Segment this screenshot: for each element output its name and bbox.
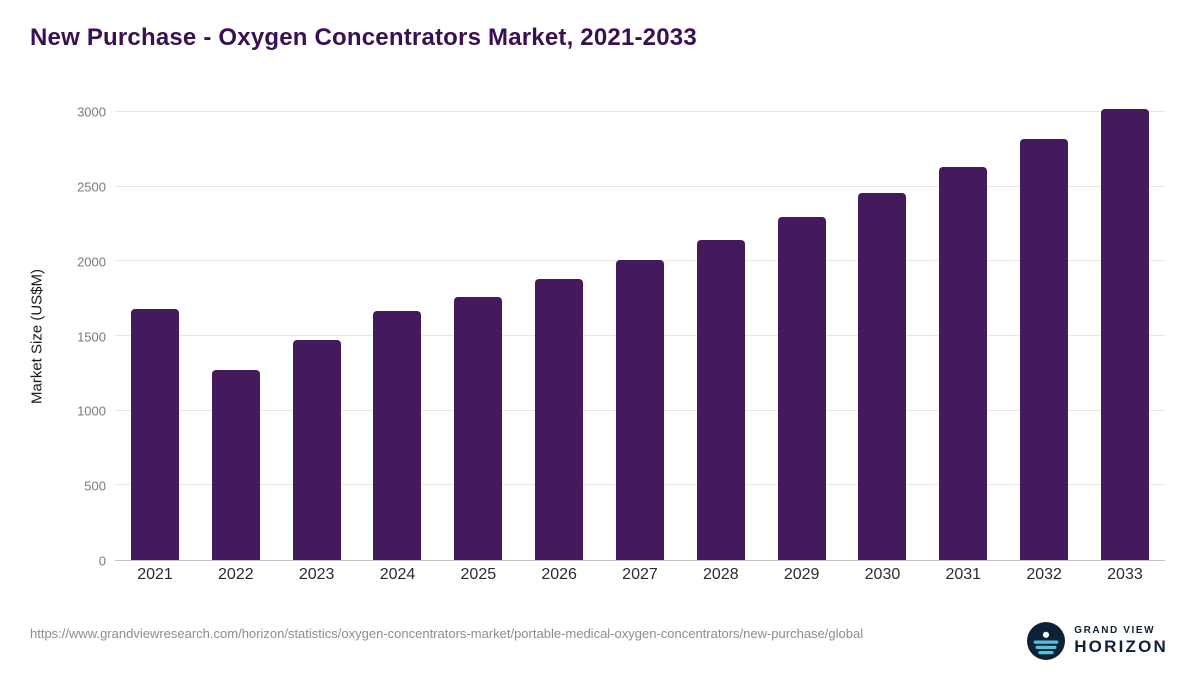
bar-column [939, 112, 988, 560]
y-axis-title: Market Size (US$M) [28, 268, 46, 405]
gridline [115, 185, 1165, 187]
x-axis-label: 2025 [460, 566, 497, 583]
x-axis-label: 2026 [541, 566, 577, 583]
gridline [115, 111, 1165, 112]
x-axis-label: 2033 [1107, 566, 1143, 583]
y-tick-label: 3000 [77, 104, 106, 120]
bar-2032 [1020, 138, 1069, 560]
bar-2025 [454, 297, 503, 560]
bar-2029 [777, 217, 826, 560]
bar-2024 [373, 311, 422, 560]
plot-area [115, 109, 1165, 561]
logo-text: GRAND VIEW HORIZON [1074, 625, 1168, 657]
x-axis-label: 2030 [864, 566, 901, 583]
logo-horizon-label: HORIZON [1074, 637, 1168, 656]
x-axis-label: 2031 [945, 566, 982, 583]
bar-column [1020, 112, 1069, 560]
bar-2022 [211, 370, 260, 560]
bar-column [211, 112, 260, 560]
y-tick-label: 2000 [77, 254, 106, 270]
y-tick-label: 1500 [77, 329, 106, 344]
bar-2023 [292, 340, 341, 560]
bar-column [454, 112, 503, 560]
source-url: https://www.grandviewresearch.com/horizo… [30, 626, 864, 641]
bar-2031 [939, 167, 988, 560]
x-axis-label: 2021 [137, 566, 173, 583]
x-axis-label: 2029 [783, 566, 820, 583]
y-tick-label: 2500 [77, 179, 106, 195]
bar-2033 [1100, 109, 1149, 560]
y-tick-label: 1000 [77, 403, 106, 419]
y-tick-label: 0 [98, 553, 106, 569]
bar-2026 [535, 279, 584, 560]
chart-title: New Purchase - Oxygen Concentrators Mark… [30, 24, 697, 51]
bar-2028 [696, 239, 745, 560]
x-axis-label: 2028 [703, 566, 739, 583]
x-axis-label: 2027 [622, 566, 658, 583]
bar-column [535, 112, 584, 560]
x-axis-label: 2023 [298, 566, 335, 583]
logo-grand-view-label: GRAND VIEW [1074, 625, 1156, 636]
x-axis-labels: 2021 2022 2023 2024 2025 2026 2027 2028 2029 2030… [115, 566, 1165, 584]
bar-column [131, 112, 179, 560]
bar-column [777, 112, 826, 560]
bar-column [615, 112, 664, 560]
y-axis-tick-labels: 0 500 1000 1500 2000 2500 3000 [58, 105, 106, 569]
brand-logo: GRAND VIEW HORIZON [1027, 622, 1168, 660]
x-axis-label: 2022 [218, 566, 254, 583]
bar-column [373, 112, 422, 560]
bar-2021 [131, 309, 179, 560]
x-axis-label: 2032 [1026, 566, 1062, 583]
bar-column [1100, 109, 1149, 560]
bar-2027 [615, 259, 664, 560]
bar-column [292, 112, 341, 560]
bar-column [696, 112, 745, 560]
y-tick-label: 500 [84, 478, 106, 494]
horizon-logo-icon [1027, 622, 1066, 660]
bar-column [858, 112, 907, 560]
x-axis-label: 2024 [379, 566, 416, 583]
bar-2030 [858, 192, 907, 560]
